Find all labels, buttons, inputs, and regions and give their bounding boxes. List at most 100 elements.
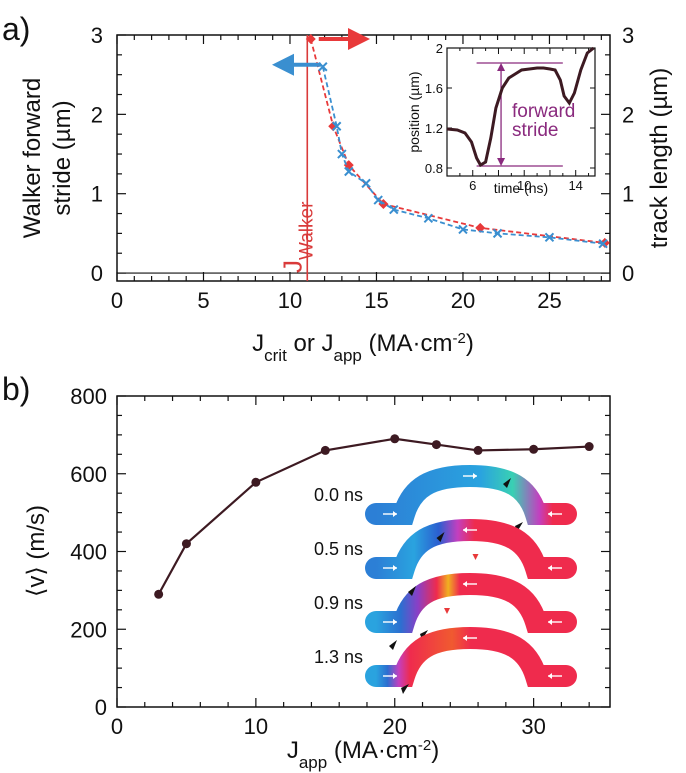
- wall-marker-red: [472, 554, 479, 560]
- inset-x-tick-label: 10: [517, 178, 531, 193]
- x-tick-label: 20: [383, 714, 407, 739]
- panel-a-label: a): [2, 11, 30, 47]
- xlabel-part: (MA·cm: [327, 737, 418, 764]
- stride-point: [492, 228, 503, 239]
- snapshot-time: 1.3 ns: [314, 647, 363, 667]
- xlabel-part: ): [431, 737, 439, 764]
- snapshot-arrow-head: [393, 619, 397, 625]
- wall-marker: [503, 478, 511, 488]
- inset-annotation-line-2: stride: [512, 120, 558, 141]
- x-tick-label: 0: [111, 714, 123, 739]
- xlabel-part: app: [299, 753, 327, 772]
- x-tick-label: 25: [537, 288, 561, 313]
- panel-b-chart: 0 10 20 30 0 200 400 600 800 0.0 ns 0.5 ns 0.9 ns 1…: [23, 384, 611, 772]
- snapshot-time: 0.5 ns: [314, 539, 363, 559]
- y-tick-label-right: 3: [622, 23, 634, 48]
- xlabel-part: app: [333, 346, 361, 365]
- inset-y-tick-label: 2: [436, 41, 443, 56]
- ylabel-line: stride (µm): [49, 100, 76, 215]
- stride-line: [321, 66, 604, 245]
- inset-stride-marker: [476, 62, 563, 167]
- x-tick-label: 10: [278, 288, 302, 313]
- snapshot-time: 0.9 ns: [314, 593, 363, 613]
- wall-marker: [436, 532, 445, 542]
- velocity-point: [390, 434, 400, 444]
- stride-point: [337, 149, 347, 159]
- y-tick-label-right: 2: [622, 102, 634, 127]
- walker-threshold-label: JWalker: [277, 201, 317, 273]
- panel-b-ticks: 0 10 20 30 0 200 400 600 800: [70, 384, 610, 739]
- track-point: [305, 33, 316, 44]
- inset-x-tick-label: 14: [568, 178, 582, 193]
- wall-marker: [408, 586, 416, 596]
- snapshot-arrow-head: [393, 673, 397, 679]
- snapshot-time: 0.0 ns: [314, 485, 363, 505]
- xlabel-part: -2: [453, 330, 466, 347]
- stride-point: [361, 178, 371, 189]
- inset-y-tick-label: 1.6: [425, 81, 443, 96]
- stride-point: [423, 213, 434, 224]
- velocity-point: [584, 442, 594, 452]
- inset-xlabel: time (ns): [494, 180, 548, 196]
- panel-b-ylabel: ⟨v⟩ (m/s): [23, 505, 50, 597]
- snapshot-arrow-head: [548, 511, 552, 517]
- inset-annotation-line-1: forward: [512, 101, 575, 122]
- inset-ylabel: position (µm): [406, 71, 422, 152]
- y-tick-label: 600: [70, 462, 107, 487]
- inset-ticks: 6 10 14 0.8 1.2 1.6 2: [425, 41, 595, 193]
- y-tick-label-left: 1: [91, 182, 103, 207]
- panel-a-ylabel-right: track length (µm): [646, 68, 673, 249]
- snapshot-arrow-head: [548, 673, 552, 679]
- panel-a-arrows: [272, 27, 370, 76]
- snapshot: 0.9 ns: [314, 572, 577, 640]
- stride-point: [389, 204, 399, 215]
- x-tick-label: 5: [197, 288, 209, 313]
- walker-threshold-line: JWalker: [277, 35, 317, 281]
- snapshot-strip: [365, 572, 577, 633]
- xlabel-part: Walker: [296, 201, 317, 260]
- x-tick-label: 30: [521, 714, 545, 739]
- snapshot-strip: [365, 518, 577, 579]
- xlabel-part: ): [466, 330, 474, 357]
- panel-b-xlabel: Japp (MA·cm-2): [287, 737, 439, 772]
- y-tick-label: 200: [70, 617, 107, 642]
- xlabel-part: J: [277, 260, 307, 273]
- y-tick-label-left: 2: [91, 102, 103, 127]
- snapshot-arrow-head: [548, 565, 552, 571]
- snapshot-strip: [365, 626, 577, 687]
- inset-y-tick-label: 0.8: [425, 161, 443, 176]
- domain-wall-snapshots: 0.0 ns 0.5 ns 0.9 ns 1.3 ns: [314, 464, 577, 694]
- ylabel-line: Walker forward: [19, 78, 46, 238]
- velocity-point: [529, 444, 539, 454]
- velocity-point: [251, 477, 261, 487]
- snapshot-arrow-head: [548, 619, 552, 625]
- track-arrow-head: [348, 27, 370, 50]
- snapshot-arrow-head: [393, 511, 397, 517]
- velocity-point: [181, 539, 191, 549]
- stride-point: [344, 166, 354, 177]
- x-tick-label: 15: [364, 288, 388, 313]
- y-tick-label: 400: [70, 540, 107, 565]
- stride-point: [544, 232, 555, 243]
- panel-a-ticks: 0 5 10 15 20 25 0 1 2 3 0 1 2 3: [91, 23, 635, 313]
- y-tick-label-right: 1: [622, 182, 634, 207]
- inset-y-tick-label: 1.2: [425, 121, 443, 136]
- xlabel-part: J: [287, 737, 299, 764]
- panel-b-series: [154, 434, 594, 599]
- snapshot-arrow-head: [463, 527, 467, 533]
- panel-b-label: b): [2, 371, 30, 407]
- snapshot: 1.3 ns: [314, 626, 577, 694]
- stride-arrow-head: [272, 53, 294, 76]
- track-point: [475, 222, 486, 233]
- y-tick-label-left: 0: [91, 261, 103, 286]
- wall-marker-red: [444, 608, 450, 614]
- y-tick-label: 0: [95, 695, 107, 720]
- stride-arrow-head-down: [497, 158, 506, 166]
- x-tick-label: 0: [111, 288, 123, 313]
- xlabel-part: -2: [418, 737, 431, 754]
- panel-a-xlabel: Jcrit or Japp (MA·cm-2): [252, 330, 474, 365]
- inset-position-curve: [446, 46, 595, 168]
- snapshot: 0.0 ns: [314, 464, 577, 532]
